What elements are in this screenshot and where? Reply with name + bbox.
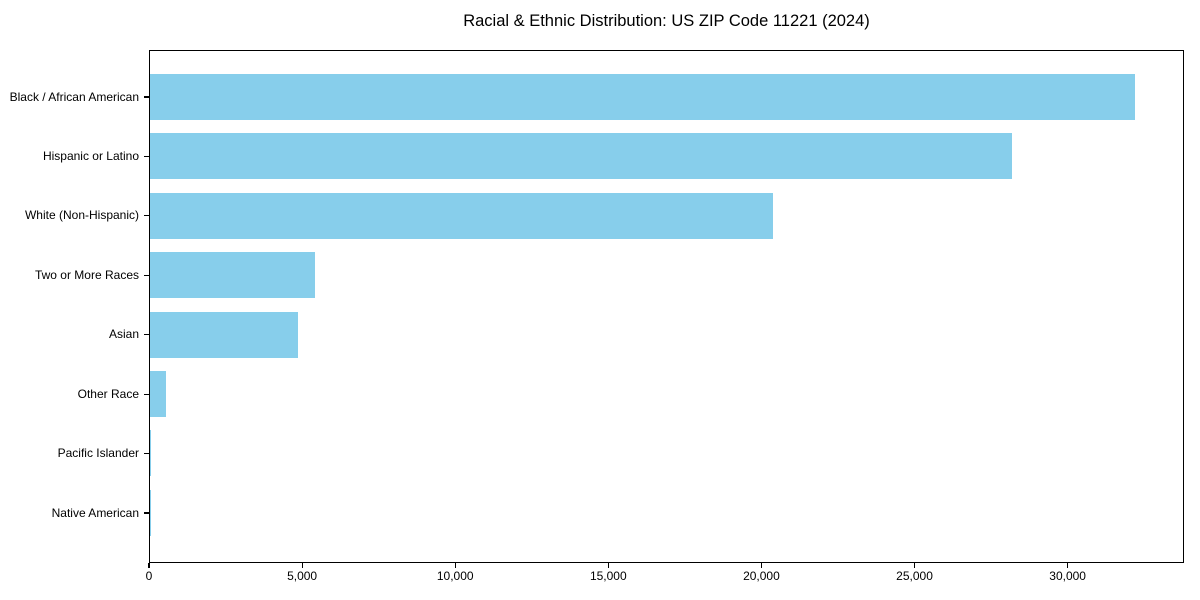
x-axis-tick-mark — [913, 563, 916, 568]
x-axis-tick-mark — [148, 563, 150, 568]
x-tick-label: 20,000 — [743, 569, 780, 583]
x-axis-tick-mark — [1067, 563, 1069, 568]
y-axis-tick-mark — [144, 155, 149, 158]
y-tick-label: Hispanic or Latino — [42, 148, 139, 163]
bar — [150, 73, 1136, 120]
x-tick-label: 15,000 — [589, 569, 627, 583]
x-axis-tick-mark — [607, 563, 609, 568]
bar — [150, 133, 1013, 180]
y-tick-label: Asian — [108, 327, 139, 342]
y-axis-tick-mark — [144, 215, 149, 217]
x-axis-tick-mark — [301, 563, 303, 568]
y-axis-tick-mark — [144, 512, 149, 514]
y-axis-tick-mark — [144, 452, 149, 455]
y-tick-label: Two or More Races — [34, 267, 139, 282]
x-tick-label: 10,000 — [436, 569, 474, 583]
bar — [150, 311, 298, 358]
x-tick-label: 0 — [145, 569, 153, 583]
bar — [150, 370, 166, 417]
y-axis-tick-mark — [144, 334, 149, 336]
x-axis-tick-mark — [454, 563, 456, 568]
y-axis-tick-mark — [144, 96, 149, 98]
bar — [150, 430, 152, 477]
x-tick-label: 5,000 — [287, 569, 318, 583]
bar — [150, 192, 774, 239]
x-tick-label: 30,000 — [1049, 569, 1086, 583]
y-axis-tick-mark — [144, 393, 149, 395]
y-tick-label: Native American — [51, 505, 139, 520]
x-axis-tick-mark — [760, 563, 762, 568]
x-tick-label: 25,000 — [896, 569, 933, 583]
plot-area — [149, 50, 1184, 563]
chart-title: Racial & Ethnic Distribution: US ZIP Cod… — [463, 12, 870, 30]
bar — [150, 252, 315, 299]
y-tick-label: Pacific Islander — [57, 446, 139, 461]
y-tick-label: Other Race — [77, 386, 139, 401]
y-tick-label: Black / African American — [9, 89, 139, 104]
y-axis-tick-mark — [144, 274, 149, 276]
y-tick-label: White (Non-Hispanic) — [24, 208, 139, 223]
